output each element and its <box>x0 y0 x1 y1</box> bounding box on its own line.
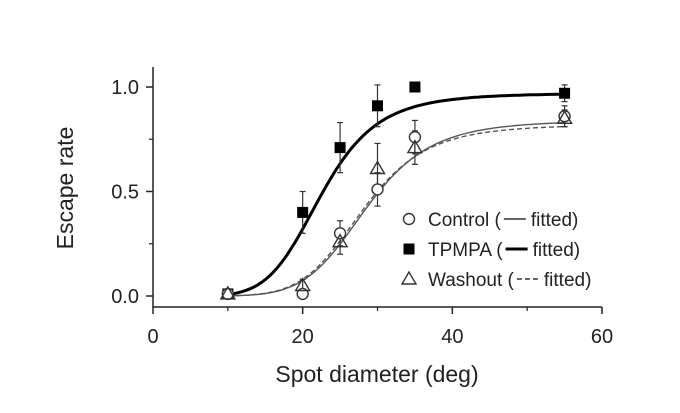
legend-marker-control <box>402 212 416 226</box>
data-point-washout <box>369 160 386 175</box>
fit-curve-washout <box>227 125 565 297</box>
data-point-washout <box>556 109 573 125</box>
data-point-tpmpa <box>372 100 383 112</box>
legend-fit-label-control: fitted) <box>531 210 579 231</box>
legend-marker-washout <box>400 270 418 285</box>
legend: Control ( fitted) TPMPA ( fitted) Washout ( f… <box>400 210 592 291</box>
legend-label-washout: Washout ( <box>428 270 515 291</box>
fit-curves <box>227 92 565 297</box>
x-tick-label: 60 <box>591 326 613 348</box>
x-tick-label: 0 <box>147 326 158 348</box>
data-point-tpmpa <box>409 81 421 93</box>
y-axis-title: Escape rate <box>52 127 78 250</box>
y-tick-label: 0.0 <box>111 286 139 308</box>
legend-fit-label-washout: fitted) <box>544 270 592 291</box>
ticks: 0.0 0.5 1.0 0 20 40 60 <box>111 77 613 348</box>
data-point-washout <box>331 233 349 248</box>
data-point-tpmpa <box>334 142 346 154</box>
data-markers <box>219 81 573 301</box>
legend-fit-label-tpmpa: fitted) <box>533 240 581 261</box>
fit-curve-control <box>227 122 565 297</box>
legend-label-tpmpa: TPMPA ( <box>428 240 503 261</box>
data-point-control <box>371 183 384 196</box>
data-point-tpmpa <box>297 206 309 218</box>
x-tick-label: 20 <box>292 326 314 348</box>
data-point-tpmpa <box>559 87 571 99</box>
legend-marker-tpmpa <box>403 243 415 255</box>
x-tick-label: 40 <box>441 326 463 348</box>
data-point-washout <box>219 285 237 300</box>
y-tick-label: 1.0 <box>111 77 139 99</box>
error-bars <box>224 84 568 299</box>
y-tick-label: 0.5 <box>111 182 139 204</box>
data-point-washout <box>406 139 424 154</box>
x-axis-title: Spot diameter (deg) <box>275 361 478 387</box>
data-point-control <box>408 130 422 144</box>
data-point-washout <box>294 277 311 292</box>
legend-label-control: Control ( <box>428 210 502 231</box>
fit-curve-tpmpa <box>227 92 565 296</box>
